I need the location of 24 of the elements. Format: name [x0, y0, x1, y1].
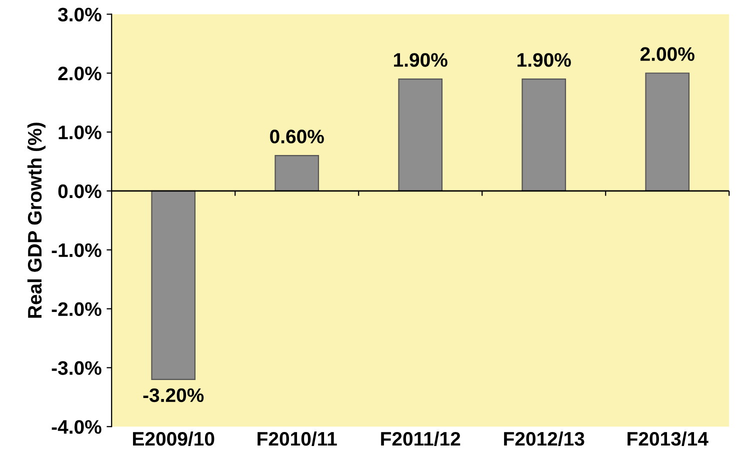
y-tick-label: -2.0% — [52, 302, 102, 316]
y-axis-title: Real GDP Growth (%) — [27, 122, 46, 318]
y-tick-label: 0.0% — [58, 184, 102, 198]
bar — [522, 78, 566, 192]
data-label: 1.90% — [394, 53, 448, 67]
x-tick-label: F2012/13 — [504, 431, 584, 446]
bar — [645, 72, 690, 192]
y-tick-label: 2.0% — [58, 66, 102, 80]
data-label: 2.00% — [640, 47, 694, 61]
x-tick-label: F2013/14 — [628, 431, 708, 446]
x-tick-label: F2011/12 — [381, 431, 460, 446]
data-label: -3.20% — [143, 388, 204, 402]
y-tick-label: 3.0% — [58, 8, 102, 22]
data-label: 0.60% — [270, 130, 324, 144]
bar — [398, 78, 443, 192]
bar — [274, 155, 320, 192]
x-tick-label: F2010/11 — [258, 431, 337, 446]
y-tick-label: -3.0% — [52, 361, 102, 375]
x-tick-label: E2009/10 — [133, 431, 214, 446]
y-tick-label: 1.0% — [58, 126, 102, 140]
bar — [151, 190, 196, 380]
y-tick-label: -1.0% — [52, 243, 102, 258]
y-tick-label: -4.0% — [52, 420, 102, 434]
data-label: 1.90% — [518, 53, 571, 67]
